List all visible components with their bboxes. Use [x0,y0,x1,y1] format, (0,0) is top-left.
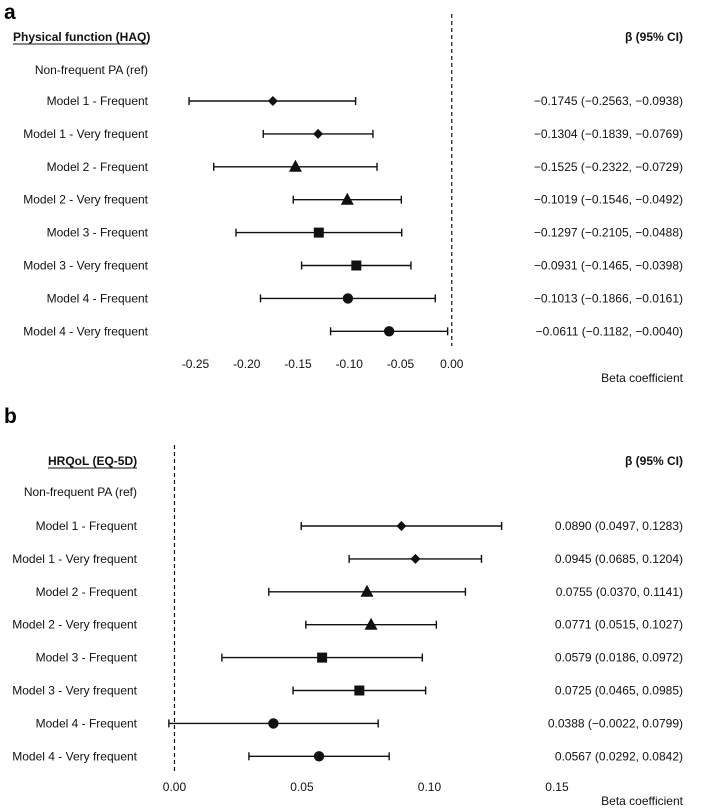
panel-b-point-estimate-square [317,652,328,663]
panel-a-ci-text: −0.1297 (−0.2105, −0.0488) [534,226,683,240]
panel-b-point-estimate-diamond [396,521,407,531]
panel-b-ci-text: 0.0567 (0.0292, 0.0842) [555,749,683,763]
panel-a-ci-text: −0.1013 (−0.1866, −0.0161) [534,291,683,305]
panel-a-x-label: Beta coefficient [601,371,683,385]
panel-b-x-label: Beta coefficient [601,794,683,808]
panel-b-reference-row: Non-frequent PA (ref) [24,485,137,499]
panel-b-title: HRQoL (EQ-5D) [48,454,137,468]
panel-b-x-axis: 0.00 0.05 0.10 0.15 [163,780,569,794]
panel-b-tick-label: 0.05 [290,780,314,794]
panel-b: b HRQoL (EQ-5D) β (95% CI) Non-frequent … [4,405,684,808]
panel-b-tick-label: 0.15 [545,780,569,794]
panel-a-row: Model 2 - Very frequent −0.1019 (−0.1546,… [23,192,683,207]
panel-a-row-label: Model 3 - Frequent [47,226,149,240]
panel-b-row-label: Model 1 - Very frequent [12,552,137,566]
panel-b-letter: b [4,405,17,428]
panel-b-point-estimate-circle [313,751,325,762]
panel-b-ci-text: 0.0890 (0.0497, 0.1283) [555,519,683,533]
panel-a-letter: a [4,1,16,24]
panel-b-rows: Model 1 - Frequent 0.0890 (0.0497, 0.1283… [12,519,683,763]
panel-a-row: Model 4 - Very frequent −0.0611 (−0.1182,… [23,324,683,338]
panel-a-row-label: Model 1 - Very frequent [23,127,148,141]
panel-a-ci-text: −0.0611 (−0.1182, −0.0040) [536,324,683,338]
panel-b-row: Model 4 - Frequent 0.0388 (−0.0022, 0.079… [36,716,683,730]
panel-b-row: Model 3 - Frequent 0.0579 (0.0186, 0.0972… [36,651,683,665]
panel-a-point-estimate-triangle [340,192,354,205]
panel-a-ci-text: −0.1745 (−0.2563, −0.0938) [534,94,683,108]
panel-a-ci-text: −0.0931 (−0.1465, −0.0398) [534,259,683,273]
panel-a: a Physical function (HAQ) β (95% CI) Non… [4,1,684,385]
panel-a-row: Model 3 - Very frequent −0.0931 (−0.1465,… [23,259,683,273]
panel-b-row: Model 3 - Very frequent 0.0725 (0.0465, 0… [12,684,683,698]
panel-a-ci-text: −0.1525 (−0.2322, −0.0729) [534,160,683,174]
panel-b-ci-text: 0.0771 (0.0515, 0.1027) [555,618,683,632]
panel-b-row: Model 2 - Frequent 0.0755 (0.0370, 0.1141… [36,584,683,599]
panel-b-row: Model 1 - Frequent 0.0890 (0.0497, 0.1283… [36,519,683,533]
panel-b-ci-text: 0.0579 (0.0186, 0.0972) [555,651,683,665]
panel-b-point-estimate-triangle [360,584,374,597]
panel-b-ci-text: 0.0388 (−0.0022, 0.0799) [548,716,683,730]
panel-a-tick-label: -0.05 [387,357,415,371]
panel-b-ci-header: β (95% CI) [625,454,683,468]
panel-b-row: Model 1 - Very frequent 0.0945 (0.0685, 0… [12,552,683,566]
panel-b-row-label: Model 2 - Frequent [36,585,138,599]
panel-b-tick-label: 0.10 [418,780,442,794]
panel-a-point-estimate-square [351,260,362,271]
panel-a-x-axis: -0.25 -0.20 -0.15 -0.10 -0.05 0.00 [182,357,464,371]
panel-b-row-label: Model 4 - Very frequent [12,749,137,763]
panel-b-point-estimate-diamond [410,553,421,564]
panel-b-row: Model 2 - Very frequent 0.0771 (0.0515, 0… [12,617,683,632]
panel-a-tick-label: -0.25 [182,357,210,371]
panel-a-row: Model 1 - Very frequent −0.1304 (−0.1839,… [23,127,683,141]
panel-a-row-label: Model 3 - Very frequent [23,259,148,273]
panel-a-tick-label: -0.20 [233,357,261,371]
panel-b-row-label: Model 3 - Very frequent [12,684,137,698]
panel-b-ci-text: 0.0945 (0.0685, 0.1204) [555,552,683,566]
panel-a-ci-text: −0.1304 (−0.1839, −0.0769) [534,127,683,141]
panel-a-row-label: Model 2 - Very frequent [23,193,148,207]
panel-a-tick-label: -0.10 [336,357,364,371]
panel-b-row-label: Model 4 - Frequent [36,716,138,730]
panel-a-tick-label: -0.15 [284,357,312,371]
panel-a-title: Physical function (HAQ) [13,30,150,44]
panel-b-point-estimate-circle [268,718,279,729]
panel-a-point-estimate-diamond [267,96,278,106]
panel-a-rows: Model 1 - Frequent −0.1745 (−0.2563, −0.0… [23,94,683,338]
panel-a-row-label: Model 4 - Very frequent [23,324,148,338]
panel-a-point-estimate-circle [383,326,395,337]
panel-b-point-estimate-square [354,685,365,696]
panel-a-point-estimate-square [313,227,324,238]
panel-b-ci-text: 0.0755 (0.0370, 0.1141) [556,585,683,599]
panel-b-ci-text: 0.0725 (0.0465, 0.0985) [555,684,683,698]
panel-a-row: Model 4 - Frequent −0.1013 (−0.1866, −0.0… [47,291,683,305]
panel-a-point-estimate-triangle [288,159,302,172]
panel-a-tick-label: 0.00 [440,357,464,371]
panel-a-row: Model 1 - Frequent −0.1745 (−0.2563, −0.0… [47,94,683,108]
panel-a-row-label: Model 4 - Frequent [47,291,149,305]
panel-b-tick-label: 0.00 [163,780,187,794]
panel-b-row-label: Model 1 - Frequent [36,519,138,533]
panel-b-point-estimate-triangle [364,617,378,630]
panel-a-row: Model 3 - Frequent −0.1297 (−0.2105, −0.0… [47,226,683,240]
panel-b-row-label: Model 3 - Frequent [36,651,138,665]
panel-a-point-estimate-circle [342,293,354,304]
panel-b-row: Model 4 - Very frequent 0.0567 (0.0292, 0… [12,749,683,763]
panel-a-ci-header: β (95% CI) [625,30,683,44]
panel-b-row-label: Model 2 - Very frequent [12,618,137,632]
panel-a-row-label: Model 1 - Frequent [47,94,149,108]
panel-a-row-label: Model 2 - Frequent [47,160,149,174]
panel-a-reference-row: Non-frequent PA (ref) [35,63,148,77]
panel-a-row: Model 2 - Frequent −0.1525 (−0.2322, −0.0… [47,159,683,174]
panel-a-ci-text: −0.1019 (−0.1546, −0.0492) [534,193,683,207]
panel-a-point-estimate-diamond [313,128,324,139]
